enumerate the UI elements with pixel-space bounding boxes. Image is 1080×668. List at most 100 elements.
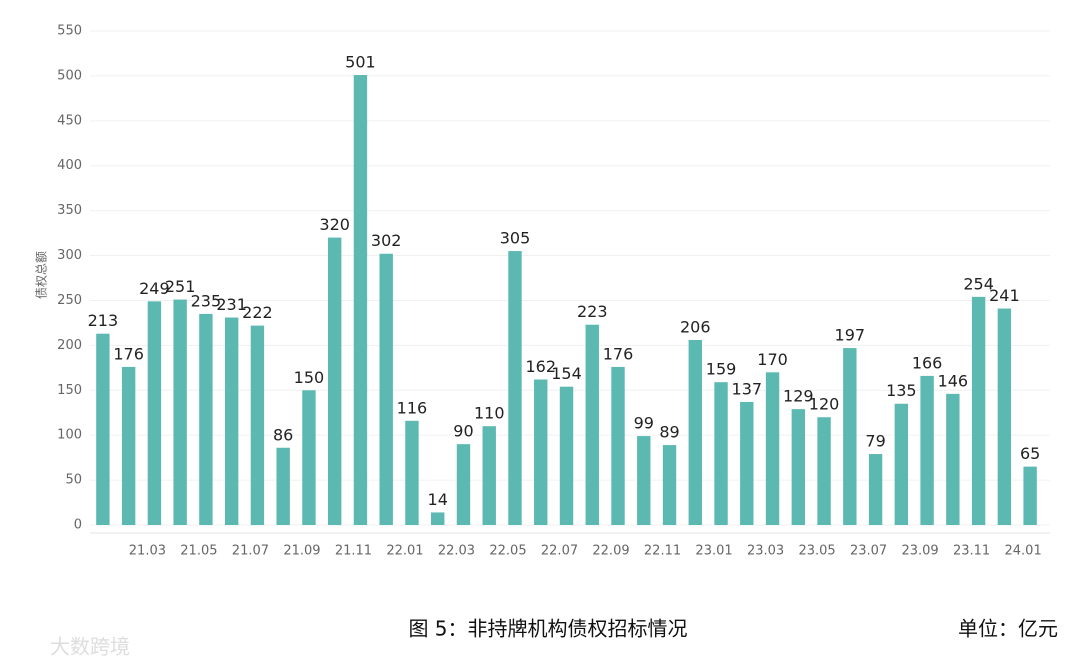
value-label: 120 (809, 395, 840, 414)
x-tick-label: 21.11 (335, 544, 372, 559)
y-tick-label: 400 (57, 158, 82, 173)
x-tick-label: 22.07 (541, 544, 578, 559)
y-tick-label: 550 (57, 24, 82, 39)
unit: 单位：亿元 (958, 617, 1058, 641)
value-label: 176 (603, 344, 634, 363)
bar (688, 339, 702, 525)
x-tick-label: 21.09 (283, 544, 320, 559)
value-label: 235 (191, 291, 222, 310)
value-label: 501 (345, 53, 376, 72)
value-label: 176 (113, 344, 144, 363)
value-label: 166 (912, 353, 943, 372)
value-label: 65 (1020, 444, 1040, 463)
value-label: 213 (88, 311, 119, 330)
bar (482, 426, 496, 525)
bar (147, 301, 162, 525)
value-label: 116 (397, 398, 428, 417)
value-label: 79 (865, 432, 885, 451)
y-tick-label: 150 (57, 383, 82, 398)
value-label: 162 (525, 357, 556, 376)
value-label: 89 (659, 423, 679, 442)
x-tick-label: 23.11 (953, 544, 990, 559)
x-tick-label: 23.05 (798, 544, 835, 559)
value-label: 159 (706, 360, 737, 379)
y-tick-label: 350 (57, 203, 82, 218)
bar (611, 366, 625, 525)
bar (276, 447, 290, 525)
bar (765, 372, 780, 525)
bar (894, 403, 909, 525)
bar (456, 444, 471, 525)
bar (379, 253, 393, 525)
x-tick-label: 22.09 (592, 544, 629, 559)
value-label: 251 (165, 277, 196, 296)
y-tick-label: 0 (74, 518, 82, 533)
y-tick-label: 300 (57, 248, 82, 263)
value-label: 302 (371, 231, 402, 250)
value-label: 249 (139, 279, 170, 298)
value-label: 320 (319, 215, 350, 234)
bar (224, 317, 239, 525)
value-label: 241 (989, 286, 1020, 305)
bar (121, 366, 136, 525)
value-label: 90 (453, 422, 473, 441)
bar (353, 75, 368, 525)
y-tick-label: 500 (57, 68, 82, 83)
value-label: 86 (273, 425, 293, 444)
value-label: 197 (835, 326, 866, 345)
bar (96, 333, 110, 525)
watermark: 大数跨境 (50, 635, 130, 659)
value-label: 129 (783, 387, 814, 406)
bar (585, 324, 599, 525)
value-label: 305 (500, 229, 531, 248)
value-label: 135 (886, 381, 917, 400)
value-label: 222 (242, 303, 273, 322)
x-tick-label: 23.01 (695, 544, 732, 559)
bar (946, 393, 960, 525)
bar (250, 325, 265, 525)
bar (327, 237, 342, 525)
value-label: 137 (732, 379, 763, 398)
bar (843, 348, 857, 525)
y-axis-label: 债权总额 (35, 251, 49, 299)
value-label: 14 (428, 490, 448, 509)
value-label: 170 (757, 350, 788, 369)
x-tick-label: 24.01 (1005, 544, 1042, 559)
value-label: 99 (634, 414, 654, 433)
x-tick-label: 22.01 (386, 544, 423, 559)
caption: 图 5：非持牌机构债权招标情况 (408, 617, 687, 641)
x-tick-label: 23.07 (850, 544, 887, 559)
value-label: 206 (680, 317, 711, 336)
x-tick-label: 22.11 (644, 544, 681, 559)
x-tick-label: 22.05 (489, 544, 526, 559)
bar (662, 445, 677, 525)
bar (920, 375, 934, 525)
bar (534, 379, 548, 525)
x-tick-label: 23.09 (901, 544, 938, 559)
bar (791, 409, 806, 525)
bar (405, 420, 419, 525)
bar (173, 299, 187, 525)
value-label: 254 (963, 274, 994, 293)
x-tick-label: 22.03 (438, 544, 475, 559)
bar (199, 313, 213, 525)
x-tick-label: 23.03 (747, 544, 784, 559)
bar (637, 436, 651, 525)
bar (971, 296, 986, 525)
value-label: 150 (294, 368, 325, 387)
y-tick-label: 200 (57, 338, 82, 353)
value-label: 223 (577, 302, 608, 321)
bar (740, 401, 754, 525)
bar (868, 454, 883, 525)
y-tick-label: 250 (57, 293, 82, 308)
bar (997, 308, 1012, 525)
y-tick-label: 100 (57, 428, 82, 443)
value-label: 154 (551, 364, 582, 383)
bar (714, 382, 728, 525)
x-tick-label: 21.05 (180, 544, 217, 559)
x-tick-label: 21.07 (232, 544, 269, 559)
bar (302, 390, 316, 525)
x-tick-label: 21.03 (129, 544, 166, 559)
